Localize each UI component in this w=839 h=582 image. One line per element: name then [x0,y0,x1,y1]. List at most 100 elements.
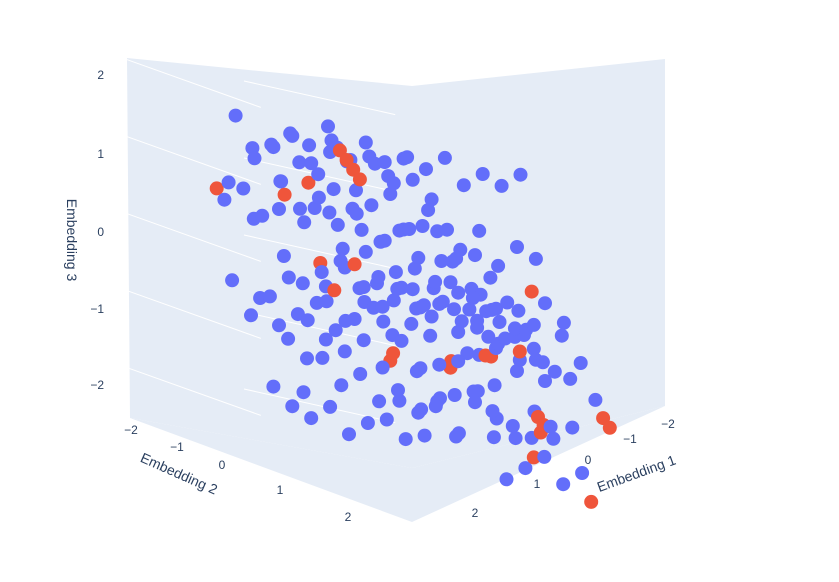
data-point [468,395,482,410]
data-point [327,283,342,298]
data-point [565,420,580,435]
data-point [432,296,447,311]
data-point [494,178,509,193]
data-point [281,331,296,346]
data-point [386,346,401,361]
data-point [543,419,558,434]
data-point [272,318,286,333]
data-point [347,257,362,272]
data-point [411,250,426,265]
data-point [337,344,352,359]
data-point [321,119,335,134]
data-point [526,317,541,332]
data-point [546,431,561,446]
data-point [266,140,281,155]
data-point [281,270,296,285]
data-point [295,276,310,291]
z-tick-label: 1 [97,147,104,161]
y-tick-label: −2 [124,423,138,437]
data-point [524,284,539,299]
data-point [451,354,466,369]
data-point [323,399,338,414]
floor [130,406,665,522]
data-point [396,151,411,166]
data-point [358,135,373,150]
data-point [372,394,387,409]
data-point [217,192,232,207]
data-point [225,273,240,288]
data-point [428,399,443,414]
data-point [391,383,405,398]
data-point [322,205,337,220]
data-point [518,461,533,476]
data-point [499,472,514,487]
data-point [432,357,447,372]
data-point [300,351,314,366]
data-point [485,404,500,419]
data-point [302,138,317,153]
data-point [466,384,481,399]
x-tick-label: 0 [585,453,592,467]
data-point [512,344,527,359]
tick-labels: 2 1 0 −1 −2 −2 −1 0 1 2 −2 −1 0 1 2 [90,68,675,524]
data-point [292,155,307,170]
data-point [556,477,571,492]
data-point [304,156,319,171]
data-point [447,388,462,402]
data-point [526,341,541,356]
data-point [347,312,362,326]
data-point [547,364,562,379]
data-point [272,202,286,216]
z-tick-label: −1 [90,302,104,316]
data-point [538,296,552,311]
data-point [360,416,375,430]
data-point [424,309,439,324]
data-point [394,333,409,348]
data-point [314,265,329,280]
data-point [417,428,432,443]
data-point [266,379,281,394]
data-point [470,320,485,335]
data-point [428,274,443,289]
data-point [334,378,349,393]
data-point [392,393,407,408]
data-point [276,249,291,263]
data-point [510,240,524,254]
data-point [423,328,438,343]
data-point [437,150,452,165]
data-point [416,298,431,313]
data-point [407,261,422,276]
data-point [492,315,507,329]
data-point [487,378,502,393]
data-point [489,301,503,316]
x-tick-label: −1 [623,432,637,446]
data-point [447,302,461,317]
data-point [386,176,401,191]
data-point [311,167,326,182]
data-point [293,201,307,216]
data-point [236,181,251,196]
data-point [462,302,477,317]
data-point [528,251,543,266]
data-point [285,128,300,143]
data-point [335,241,350,256]
data-point [465,291,480,305]
data-point [375,360,390,375]
data-point [375,299,390,314]
gridline-z-left [92,123,261,185]
data-point [526,450,541,465]
data-point [342,427,356,442]
data-point [415,219,430,233]
data-point [244,308,258,323]
gridline-z-left [92,46,261,108]
data-point [262,289,277,304]
data-point [402,222,417,236]
x-tick-label: −2 [661,417,675,431]
data-point [507,321,522,336]
data-point [297,215,312,230]
data-point [456,178,471,193]
data-points [209,108,617,509]
data-point [274,174,289,189]
